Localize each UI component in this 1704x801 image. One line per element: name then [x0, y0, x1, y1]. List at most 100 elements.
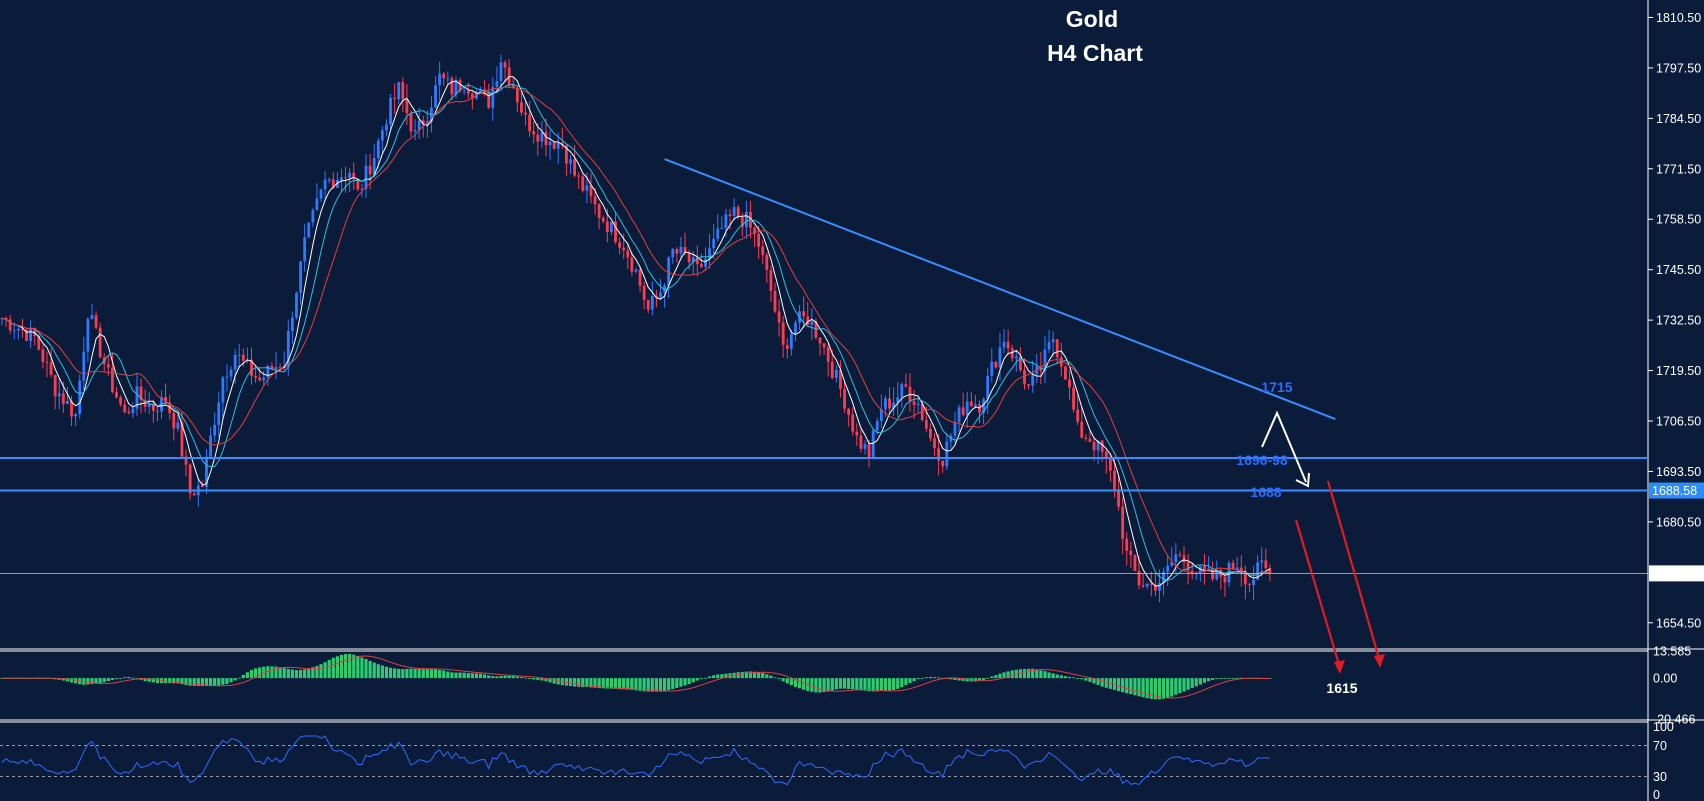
macd-bar: [1223, 678, 1227, 679]
macd-bar: [802, 678, 806, 690]
macd-bar: [1182, 678, 1186, 692]
macd-bar: [343, 654, 348, 679]
candle-body: [327, 179, 331, 181]
macd-bar: [241, 674, 245, 679]
candle-body: [884, 398, 887, 410]
candle-body: [66, 400, 69, 405]
candle-body: [683, 246, 687, 253]
macd-bar: [307, 668, 311, 679]
macd-bar: [1149, 678, 1153, 699]
macd-bar: [1190, 678, 1194, 688]
macd-bar: [781, 678, 785, 682]
candle-body: [655, 296, 658, 298]
macd-bar: [552, 678, 556, 684]
macd-bar: [773, 677, 777, 679]
candle-body: [982, 399, 985, 413]
macd-bar: [712, 675, 716, 679]
candle-body: [1117, 489, 1120, 507]
candle-body: [569, 159, 572, 164]
candle-body: [1047, 342, 1051, 350]
candle-body: [74, 414, 78, 417]
candle-body: [671, 249, 675, 258]
candle-body: [753, 227, 756, 234]
macd-bar: [932, 677, 937, 679]
candle-body: [1006, 341, 1010, 349]
candle-body: [233, 354, 237, 370]
macd-bar: [847, 678, 851, 690]
red-arrowhead-2: [1374, 654, 1385, 668]
macd-bar: [1121, 678, 1125, 693]
candle-body: [434, 85, 437, 108]
candle-body: [789, 333, 793, 349]
macd-bar: [462, 672, 466, 679]
macd-bar: [859, 678, 863, 691]
macd-bar: [908, 678, 912, 684]
macd-bar: [253, 668, 258, 679]
candle-body: [176, 422, 180, 429]
candle-body: [1051, 339, 1055, 343]
macd-bar: [151, 678, 155, 683]
macd-bar: [413, 668, 417, 679]
macd-bar: [511, 676, 515, 679]
candle-body: [520, 102, 523, 113]
macd-bar: [662, 678, 667, 692]
macd-bar: [1202, 678, 1207, 683]
candle-body: [953, 421, 957, 436]
candle-body: [98, 327, 102, 358]
macd-bar: [1092, 678, 1096, 684]
trendline: [664, 158, 1336, 420]
candle-body: [1088, 438, 1092, 442]
candle-body: [1096, 440, 1100, 451]
macd-bar: [348, 654, 352, 679]
macd-bar: [200, 678, 205, 687]
macd-tick-label: -20.466: [1653, 713, 1695, 727]
candle-body: [794, 322, 797, 334]
candle-body: [454, 80, 458, 95]
macd-bar: [626, 678, 630, 690]
macd-bar: [1231, 678, 1235, 679]
macd-bar: [597, 678, 601, 689]
macd-bar: [478, 673, 483, 679]
price-axis: 1810.50 1797.50 1784.50 1771.50 1758.50 1745.…: [1648, 11, 1704, 630]
macd-bar: [1100, 678, 1104, 687]
macd-bar: [217, 678, 221, 686]
macd-bar: [617, 678, 622, 690]
macd-bar: [1096, 678, 1100, 685]
macd-bar: [568, 678, 573, 687]
macd-bar: [834, 678, 838, 690]
macd-bar: [323, 662, 327, 679]
price-tick-label: 1732.50: [1656, 314, 1701, 328]
macd-bar: [515, 676, 519, 679]
macd-bar: [270, 666, 274, 679]
candle-body: [397, 82, 401, 100]
macd-bar: [393, 668, 397, 679]
candle-body: [311, 210, 315, 223]
candle-body: [769, 270, 773, 291]
candle-body: [1108, 458, 1112, 471]
macd-bar: [331, 657, 335, 679]
candle-body: [736, 207, 740, 218]
candle-body: [1055, 339, 1059, 358]
candle-body: [597, 204, 601, 218]
candle-body: [303, 237, 307, 262]
macd-bar: [155, 678, 160, 683]
macd-bar: [65, 678, 70, 682]
candle-body: [699, 264, 703, 267]
candle-body: [225, 376, 229, 378]
macd-bar: [924, 677, 928, 679]
macd-bar: [761, 673, 765, 679]
macd-bar: [266, 666, 270, 679]
candle-body: [278, 367, 282, 369]
candle-body: [266, 365, 270, 378]
level-label-1696-98: 1696-98: [1236, 452, 1288, 468]
candle-body: [945, 441, 949, 467]
candle-body: [1178, 554, 1182, 556]
macd-bar: [466, 673, 470, 679]
macd-bar: [384, 666, 389, 679]
macd-bar: [225, 678, 229, 684]
candle-body: [123, 404, 127, 412]
macd-bar: [196, 678, 200, 686]
candle-body: [147, 403, 151, 407]
price-tick-label: 1706.50: [1656, 415, 1701, 429]
candle-body: [258, 377, 262, 381]
